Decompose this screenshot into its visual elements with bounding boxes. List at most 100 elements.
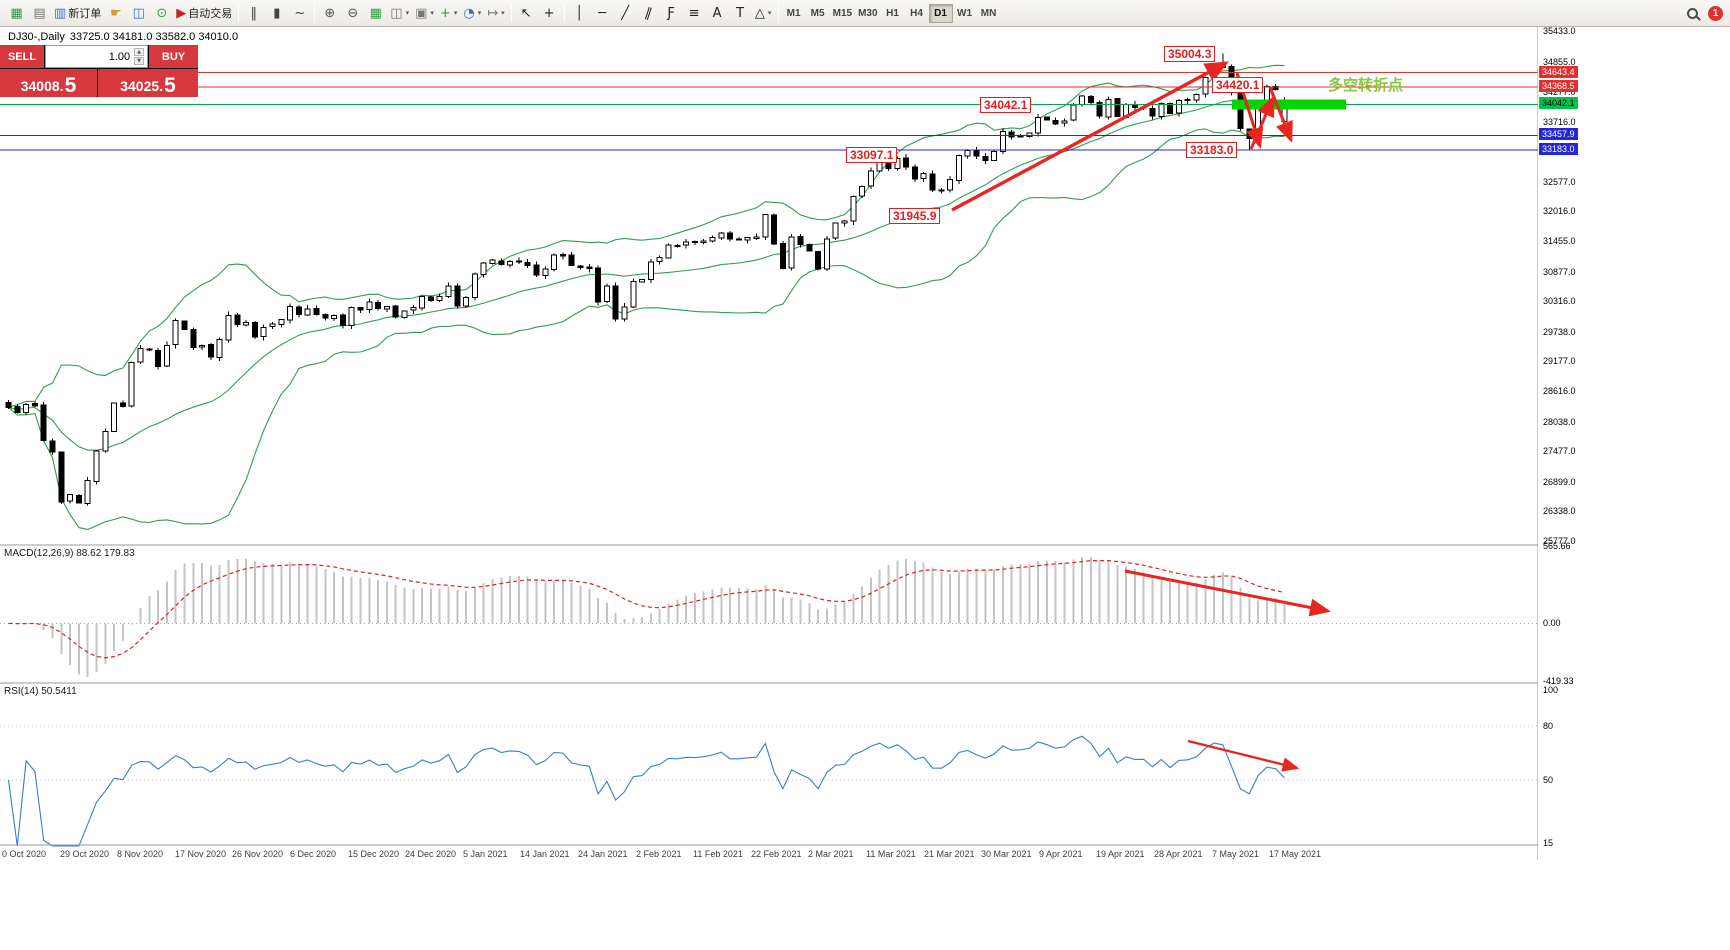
macd-down-arrow[interactable]	[1124, 569, 1331, 617]
macd-scale-label: -419.33	[1543, 676, 1574, 686]
bar-chart-button[interactable]: ‖	[242, 2, 265, 24]
zoom-in-button[interactable]: ⊕	[318, 2, 341, 24]
auto-trading-button[interactable]: ▶ 自动交易	[173, 2, 235, 24]
support-zone[interactable]	[1232, 99, 1346, 110]
candlestick-chart-button[interactable]: ▮	[265, 2, 288, 24]
one-click-pointer-icon: ☛	[109, 5, 122, 21]
rally-arrow[interactable]	[951, 61, 1229, 212]
help-icon: ⊙	[156, 5, 168, 21]
rsi-down-arrow[interactable]	[1187, 739, 1300, 772]
date-axis-label: 5 Jan 2021	[463, 849, 508, 859]
volume-value[interactable]: 1.00	[108, 50, 131, 63]
price-annotation[interactable]: 31945.9	[889, 208, 941, 224]
rsi-panel	[0, 725, 1538, 847]
spin-up-icon[interactable]: ▲	[134, 48, 144, 56]
note-text[interactable]: 多空转折点	[1328, 77, 1404, 94]
tile-windows-button[interactable]: ▦	[364, 2, 387, 24]
date-axis-label: 15 Dec 2020	[348, 849, 400, 859]
timeframe-mn[interactable]: MN	[980, 7, 997, 19]
price-scale-label: 26338.0	[1543, 506, 1576, 516]
spin-down-icon[interactable]: ▼	[134, 57, 144, 65]
chevron-down-icon: ▾	[405, 9, 410, 17]
price-scale-label: 25777.0	[1543, 536, 1576, 546]
fibonacci-button[interactable]: Ƒ	[660, 2, 683, 24]
macd-scale-label: 0.00	[1543, 618, 1561, 628]
periods-button[interactable]: ◔ ▾	[460, 2, 484, 24]
price-annotation[interactable]: 34420.1	[1212, 77, 1264, 93]
candles	[5, 53, 1288, 506]
cursor-button[interactable]: ↖	[515, 2, 538, 24]
horizontal-line-icon: ─	[598, 5, 607, 21]
volume-field[interactable]: 1.00 ▲ ▼	[45, 45, 148, 68]
volume-stepper[interactable]: ▲ ▼	[134, 48, 144, 65]
crosshair-icon: +	[543, 5, 555, 21]
chevron-down-icon: ▾	[453, 9, 458, 17]
vertical-line-icon: │	[575, 5, 584, 21]
shapes-button[interactable]: △ ▾	[752, 2, 775, 24]
sell-price[interactable]: 34008. 5	[0, 69, 97, 97]
timeframe-bar: M1 M5 M15 M30 H1 H4 D1 W1 MN	[782, 0, 1001, 26]
crosshair-button[interactable]: +	[538, 2, 561, 24]
date-axis-label: 26 Nov 2020	[232, 849, 284, 859]
andrews-fork-icon: ≡	[688, 5, 700, 21]
timeframe-h4[interactable]: H4	[910, 7, 923, 19]
timeframe-m30[interactable]: M30	[858, 7, 878, 19]
price-scale-label: 30877.0	[1543, 267, 1576, 277]
trendline-button[interactable]: ╱	[614, 2, 637, 24]
toolbar-separator	[314, 4, 316, 22]
price-scale-label: 31455.0	[1543, 236, 1576, 246]
chart-shift-button[interactable]: ↦ ▾	[484, 2, 507, 24]
notification-badge[interactable]: 1	[1708, 5, 1723, 21]
price-annotation[interactable]: 33097.1	[846, 147, 898, 163]
new-order-button[interactable]: ▥ 新订单	[51, 2, 104, 24]
chart-canvas[interactable]	[0, 27, 1538, 860]
chevron-down-icon: ▾	[430, 9, 434, 17]
timeframe-m1[interactable]: M1	[786, 7, 801, 19]
sell-button[interactable]: SELL	[0, 45, 44, 68]
price-annotation[interactable]: 35004.3	[1164, 46, 1216, 62]
price-scale-label: 26899.0	[1543, 477, 1576, 487]
ohlc-label: 33725.0 34181.0 33582.0 34010.0	[69, 31, 239, 43]
cascade-windows-button[interactable]: ◫ ▾	[387, 2, 412, 24]
andrews-fork-button[interactable]: ≡	[683, 2, 706, 24]
new-chart-button[interactable]: ▦	[5, 2, 28, 24]
arrange-windows-button[interactable]: ▣ ▾	[412, 2, 437, 24]
one-click-pointer-button[interactable]: ☛	[104, 2, 127, 24]
buy-button[interactable]: BUY	[149, 45, 198, 68]
zoom-out-button[interactable]: ⊖	[341, 2, 364, 24]
trend-arrows[interactable]	[951, 61, 1331, 772]
price-scale-label: 33716.0	[1543, 117, 1576, 127]
text-button[interactable]: A	[706, 2, 729, 24]
price-scale-label: 35433.0	[1543, 26, 1576, 36]
timeframe-m5[interactable]: M5	[810, 7, 825, 19]
indicators-button[interactable]: + ▾	[437, 2, 460, 24]
new-chart-icon: ▦	[10, 5, 23, 21]
toolbar-separator	[777, 4, 779, 22]
timeframe-h1[interactable]: H1	[886, 7, 899, 19]
buy-price[interactable]: 34025. 5	[98, 69, 198, 97]
terminal-button[interactable]: ◫	[127, 2, 150, 24]
vertical-line-button[interactable]: │	[568, 2, 591, 24]
timeframe-m15[interactable]: M15	[832, 7, 853, 19]
timeframe-w1[interactable]: W1	[957, 7, 973, 19]
help-button[interactable]: ⊙	[150, 2, 173, 24]
date-axis-label: 30 Mar 2021	[981, 849, 1032, 859]
horizontal-line-button[interactable]: ─	[591, 2, 614, 24]
rebound-arrow[interactable]	[1249, 95, 1275, 150]
label-button[interactable]: T	[729, 2, 752, 24]
search-icon[interactable]	[1687, 7, 1698, 19]
profiles-button[interactable]: ▤	[28, 2, 51, 24]
price-scale-label: 32577.0	[1543, 177, 1576, 187]
cursor-icon: ↖	[520, 5, 532, 21]
timeframe-d1[interactable]: D1	[928, 3, 953, 23]
cascade-windows-icon: ◫	[390, 5, 403, 21]
line-chart-button[interactable]: ~	[288, 2, 311, 24]
channel-button[interactable]: ∥	[637, 2, 660, 24]
arrange-windows-icon: ▣	[415, 5, 428, 21]
price-annotation[interactable]: 33183.0	[1186, 142, 1238, 158]
second-drop-arrow[interactable]	[1268, 86, 1293, 143]
channel-icon: ∥	[642, 4, 654, 22]
level-lines[interactable]	[0, 72, 1538, 151]
price-annotation[interactable]: 34042.1	[980, 97, 1032, 113]
date-axis-label: 21 Mar 2021	[924, 849, 975, 859]
